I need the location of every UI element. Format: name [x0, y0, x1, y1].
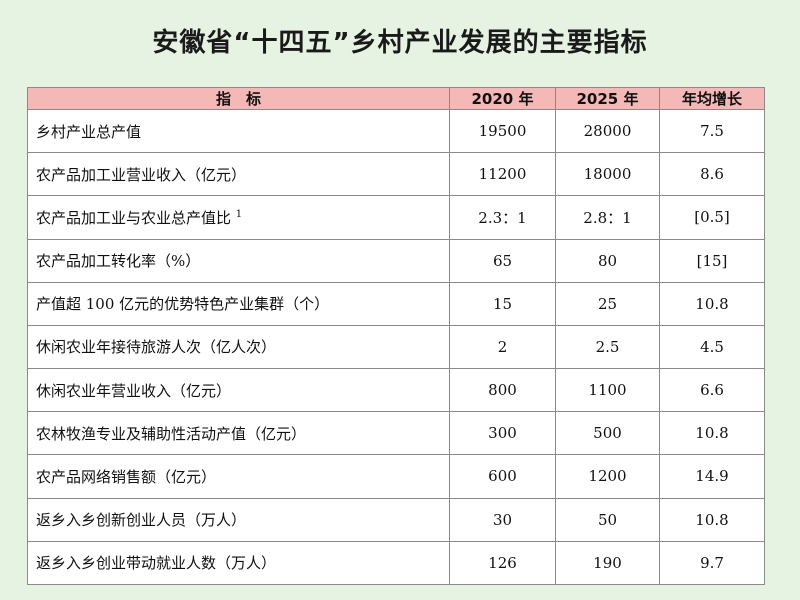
- indicator-name: 乡村产业总产值: [27, 108, 450, 154]
- value-2020: 800: [449, 368, 556, 413]
- indicator-name-cell: 农产品加工业与农业总产值比 1: [27, 195, 450, 240]
- indicator-name: 农产品加工业营业收入（亿元）: [27, 152, 450, 197]
- table-row: 休闲农业年接待旅游人次（亿人次） 2 2.5 4.5: [27, 324, 765, 370]
- table-row: 返乡入乡创新创业人员（万人） 30 50 10.8: [27, 497, 765, 542]
- annual-growth: [0.5]: [659, 195, 765, 240]
- page-title: 安徽省“十四五”乡村产业发展的主要指标: [152, 28, 648, 58]
- indicator-name: 休闲农业年营业收入（亿元）: [27, 368, 450, 413]
- annual-growth: 10.8: [659, 281, 765, 326]
- indicator-name: 产值超 100 亿元的优势特色产业集群（个）: [27, 281, 450, 326]
- indicator-name: 农产品网络销售额（亿元）: [27, 454, 450, 499]
- annual-growth: 4.5: [659, 324, 765, 370]
- value-2020: 30: [449, 497, 556, 542]
- value-2025: 28000: [555, 108, 660, 154]
- table-header-row: 指 标 2020 年 2025 年 年均增长: [27, 87, 765, 110]
- annual-growth: 10.8: [659, 497, 765, 542]
- value-2020: 15: [449, 281, 556, 326]
- table-row: 农林牧渔专业及辅助性活动产值（亿元） 300 500 10.8: [27, 411, 765, 456]
- value-2025: 1100: [555, 368, 660, 413]
- table-row: 返乡入乡创业带动就业人数（万人） 126 190 9.7: [27, 540, 765, 586]
- indicator-name: 农林牧渔专业及辅助性活动产值（亿元）: [27, 411, 450, 456]
- header-indicator: 指 标: [27, 87, 450, 110]
- annual-growth: [15]: [659, 238, 765, 283]
- indicator-name: 返乡入乡创业带动就业人数（万人）: [27, 540, 450, 586]
- value-2025: 500: [555, 411, 660, 456]
- indicator-name: 农产品加工转化率（%）: [27, 238, 450, 283]
- value-2025: 190: [555, 540, 660, 586]
- value-2020: 11200: [449, 152, 556, 197]
- annual-growth: 7.5: [659, 108, 765, 154]
- value-2025: 80: [555, 238, 660, 283]
- table-row: 产值超 100 亿元的优势特色产业集群（个） 15 25 10.8: [27, 281, 765, 326]
- value-2025: 1200: [555, 454, 660, 499]
- table-row: 乡村产业总产值 19500 28000 7.5: [27, 108, 765, 154]
- header-annual-growth: 年均增长: [659, 87, 765, 110]
- value-2020: 126: [449, 540, 556, 586]
- annual-growth: 8.6: [659, 152, 765, 197]
- annual-growth: 6.6: [659, 368, 765, 413]
- annual-growth: 14.9: [659, 454, 765, 499]
- value-2025: 2.5: [555, 324, 660, 370]
- value-2020: 19500: [449, 108, 556, 154]
- annual-growth: 10.8: [659, 411, 765, 456]
- value-2025: 2.8：1: [555, 195, 660, 240]
- value-2020: 600: [449, 454, 556, 499]
- header-2020: 2020 年: [449, 87, 556, 110]
- value-2025: 50: [555, 497, 660, 542]
- table-row: 休闲农业年营业收入（亿元） 800 1100 6.6: [27, 368, 765, 413]
- indicator-name: 返乡入乡创新创业人员（万人）: [27, 497, 450, 542]
- value-2025: 18000: [555, 152, 660, 197]
- table-row: 农产品加工业营业收入（亿元） 11200 18000 8.6: [27, 152, 765, 197]
- indicator-name: 农产品加工业与农业总产值比: [36, 208, 232, 227]
- value-2020: 300: [449, 411, 556, 456]
- indicators-table: 指 标 2020 年 2025 年 年均增长 乡村产业总产值 19500 280…: [27, 87, 765, 586]
- value-2025: 25: [555, 281, 660, 326]
- header-2025: 2025 年: [555, 87, 660, 110]
- indicator-name: 休闲农业年接待旅游人次（亿人次）: [27, 324, 450, 370]
- footnote-marker: 1: [235, 208, 243, 220]
- table-row: 农产品加工转化率（%） 65 80 [15]: [27, 238, 765, 283]
- table-row: 农产品加工业与农业总产值比 1 2.3：1 2.8：1 [0.5]: [27, 195, 765, 240]
- value-2020: 2: [449, 324, 556, 370]
- table-row: 农产品网络销售额（亿元） 600 1200 14.9: [27, 454, 765, 499]
- value-2020: 2.3：1: [449, 195, 556, 240]
- annual-growth: 9.7: [659, 540, 765, 586]
- value-2020: 65: [449, 238, 556, 283]
